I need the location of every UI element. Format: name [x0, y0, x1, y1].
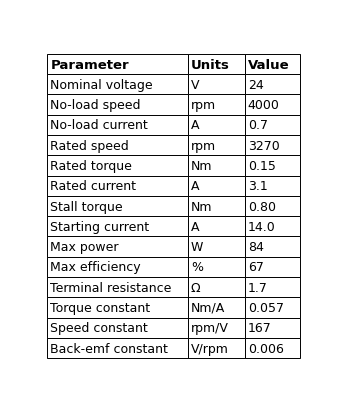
Bar: [188, 196, 245, 217]
Bar: [47, 75, 188, 95]
Text: 0.80: 0.80: [248, 200, 276, 213]
Text: A: A: [191, 119, 199, 132]
Bar: [188, 237, 245, 257]
Bar: [47, 217, 188, 237]
Bar: [245, 298, 300, 318]
Text: Max efficiency: Max efficiency: [50, 261, 141, 274]
Text: Parameter: Parameter: [50, 58, 129, 71]
Text: 1.7: 1.7: [248, 281, 268, 294]
Bar: [47, 338, 188, 358]
Text: Max power: Max power: [50, 240, 119, 254]
Text: 3270: 3270: [248, 139, 280, 152]
Bar: [188, 156, 245, 176]
Bar: [47, 156, 188, 176]
Text: V: V: [191, 79, 199, 92]
Bar: [47, 55, 188, 75]
Bar: [188, 318, 245, 338]
Bar: [245, 338, 300, 358]
Text: rpm: rpm: [191, 99, 216, 112]
Bar: [245, 75, 300, 95]
Bar: [245, 277, 300, 298]
Bar: [47, 136, 188, 156]
Bar: [245, 156, 300, 176]
Text: A: A: [191, 220, 199, 233]
Bar: [47, 196, 188, 217]
Text: Nm/A: Nm/A: [191, 301, 225, 314]
Text: 0.15: 0.15: [248, 160, 276, 173]
Text: Torque constant: Torque constant: [50, 301, 151, 314]
Text: 0.057: 0.057: [248, 301, 284, 314]
Text: Nm: Nm: [191, 200, 212, 213]
Text: 84: 84: [248, 240, 264, 254]
Bar: [188, 115, 245, 136]
Text: 14.0: 14.0: [248, 220, 276, 233]
Bar: [245, 237, 300, 257]
Text: Units: Units: [191, 58, 230, 71]
Bar: [188, 75, 245, 95]
Text: Stall torque: Stall torque: [50, 200, 123, 213]
Text: Starting current: Starting current: [50, 220, 149, 233]
Bar: [47, 176, 188, 196]
Text: W: W: [191, 240, 203, 254]
Text: 4000: 4000: [248, 99, 280, 112]
Bar: [245, 136, 300, 156]
Bar: [188, 217, 245, 237]
Text: Back-emf constant: Back-emf constant: [50, 342, 168, 355]
Text: Terminal resistance: Terminal resistance: [50, 281, 172, 294]
Text: Nm: Nm: [191, 160, 212, 173]
Bar: [188, 298, 245, 318]
Bar: [188, 257, 245, 277]
Bar: [47, 237, 188, 257]
Text: Rated current: Rated current: [50, 180, 136, 193]
Bar: [47, 257, 188, 277]
Bar: [47, 115, 188, 136]
Text: rpm: rpm: [191, 139, 216, 152]
Bar: [188, 338, 245, 358]
Bar: [188, 277, 245, 298]
Bar: [47, 277, 188, 298]
Text: Rated torque: Rated torque: [50, 160, 132, 173]
Bar: [245, 95, 300, 115]
Text: %: %: [191, 261, 203, 274]
Text: Rated speed: Rated speed: [50, 139, 129, 152]
Text: 0.7: 0.7: [248, 119, 268, 132]
Bar: [245, 318, 300, 338]
Text: Value: Value: [248, 58, 290, 71]
Bar: [188, 136, 245, 156]
Text: A: A: [191, 180, 199, 193]
Text: rpm/V: rpm/V: [191, 321, 229, 335]
Bar: [245, 115, 300, 136]
Bar: [245, 55, 300, 75]
Bar: [245, 196, 300, 217]
Bar: [47, 298, 188, 318]
Text: V/rpm: V/rpm: [191, 342, 229, 355]
Bar: [47, 95, 188, 115]
Text: 3.1: 3.1: [248, 180, 267, 193]
Text: 0.006: 0.006: [248, 342, 284, 355]
Text: 24: 24: [248, 79, 263, 92]
Text: Nominal voltage: Nominal voltage: [50, 79, 153, 92]
Text: 67: 67: [248, 261, 264, 274]
Text: Ω: Ω: [191, 281, 200, 294]
Bar: [245, 217, 300, 237]
Bar: [245, 176, 300, 196]
Text: 167: 167: [248, 321, 272, 335]
Bar: [245, 257, 300, 277]
Text: No-load current: No-load current: [50, 119, 148, 132]
Bar: [47, 318, 188, 338]
Bar: [188, 176, 245, 196]
Bar: [188, 55, 245, 75]
Text: Speed constant: Speed constant: [50, 321, 148, 335]
Text: No-load speed: No-load speed: [50, 99, 141, 112]
Bar: [188, 95, 245, 115]
